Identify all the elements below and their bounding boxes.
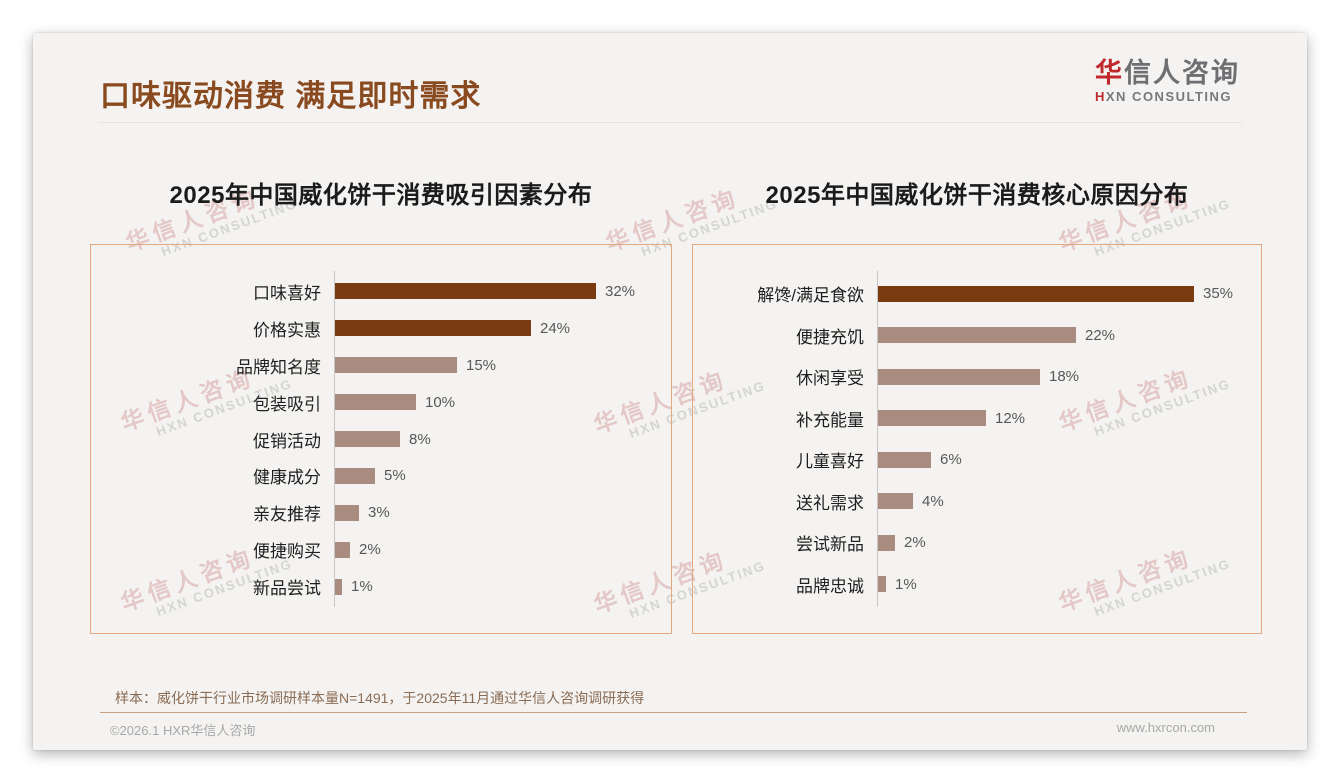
header-divider [98, 122, 1242, 123]
value-label: 2% [359, 541, 381, 559]
company-logo: 华信人咨询 HXN CONSULTING [1095, 58, 1240, 104]
bar-row: 解馋/满足食欲 35% [692, 273, 1252, 315]
logo-chinese-text: 华信人咨询 [1095, 58, 1240, 88]
bar-row: 送礼需求 4% [692, 481, 1252, 523]
bar-row: 品牌知名度 15% [90, 347, 662, 384]
category-label: 健康成分 [253, 468, 321, 488]
bar [877, 327, 1076, 344]
value-label: 4% [922, 492, 944, 510]
chart-title: 2025年中国威化饼干消费核心原因分布 [765, 182, 1189, 209]
slide-card: 口味驱动消费 满足即时需求 华信人咨询 HXN CONSULTING 华信人咨询… [33, 33, 1307, 750]
bar [334, 578, 342, 595]
bar-row: 健康成分 5% [90, 457, 662, 494]
category-label: 便捷购买 [253, 542, 321, 562]
category-label: 价格实惠 [253, 320, 321, 340]
category-label: 口味喜好 [253, 283, 321, 303]
axis-line [334, 271, 335, 607]
chart-core-reasons: 2025年中国威化饼干消费核心原因分布 解馋/满足食欲 35% 便捷充饥 22% 休闲享… [692, 182, 1262, 634]
bar [877, 285, 1194, 302]
logo-english-text: HXN CONSULTING [1095, 88, 1233, 104]
category-label: 补充能量 [796, 410, 864, 430]
bar [334, 394, 416, 411]
bar [877, 410, 986, 427]
category-label: 促销活动 [253, 431, 321, 451]
category-label: 新品尝试 [253, 579, 321, 599]
page-title: 口味驱动消费 满足即时需求 [100, 80, 482, 113]
category-label: 品牌忠诚 [796, 576, 864, 596]
value-label: 10% [425, 393, 456, 411]
chart-title: 2025年中国威化饼干消费吸引因素分布 [169, 182, 593, 209]
bar [877, 368, 1040, 385]
bar-row: 新品尝试 1% [90, 568, 662, 605]
bar-row: 口味喜好 32% [90, 273, 662, 310]
sample-footnote: 样本：威化饼干行业市场调研样本量N=1491，于2025年11月通过华信人咨询调… [115, 690, 645, 706]
category-label: 休闲享受 [796, 369, 864, 389]
value-label: 22% [1085, 326, 1116, 344]
value-label: 8% [409, 430, 431, 448]
bar [334, 320, 531, 337]
value-label: 18% [1049, 368, 1080, 386]
bar-row: 补充能量 12% [692, 398, 1252, 440]
axis-line [877, 271, 878, 607]
copyright-text: ©2026.1 HXR华信人咨询 [110, 723, 256, 738]
bar-row: 儿童喜好 6% [692, 439, 1252, 481]
bar-row: 亲友推荐 3% [90, 494, 662, 531]
bar [877, 534, 895, 551]
category-label: 包装吸引 [253, 394, 321, 414]
bar-row: 价格实惠 24% [90, 310, 662, 347]
bar-row: 休闲享受 18% [692, 356, 1252, 398]
value-label: 5% [384, 467, 406, 485]
bar [877, 451, 931, 468]
category-label: 品牌知名度 [236, 357, 321, 377]
value-label: 3% [368, 504, 390, 522]
value-label: 6% [940, 451, 962, 469]
bar [334, 283, 596, 300]
bar [877, 576, 886, 593]
category-label: 亲友推荐 [253, 505, 321, 525]
bar [334, 431, 400, 447]
chart-panel-border [692, 244, 1262, 634]
value-label: 12% [995, 409, 1026, 427]
bar [334, 504, 359, 521]
chart-body: 解馋/满足食欲 35% 便捷充饥 22% 休闲享受 18% 补充能量 12% 儿童喜好 6% 送礼需… [692, 271, 1252, 607]
category-label: 儿童喜好 [796, 452, 864, 472]
value-label: 1% [351, 578, 373, 596]
chart-body: 口味喜好 32% 价格实惠 24% 品牌知名度 15% 包装吸引 10% 促销活动 8% 健康成分 5… [90, 271, 662, 607]
bar [877, 493, 913, 510]
website-url: www.hxrcon.com [1116, 720, 1215, 735]
value-label: 2% [904, 534, 926, 552]
bar-row: 品牌忠诚 1% [692, 564, 1252, 606]
value-label: 1% [895, 575, 917, 593]
value-label: 24% [540, 319, 571, 337]
value-label: 15% [466, 356, 497, 374]
bar-row: 促销活动 8% [90, 421, 662, 458]
value-label: 35% [1203, 285, 1234, 303]
bar-row: 便捷购买 2% [90, 531, 662, 568]
category-label: 送礼需求 [796, 493, 864, 513]
bar [334, 357, 457, 374]
chart-attraction-factors: 2025年中国威化饼干消费吸引因素分布 口味喜好 32% 价格实惠 24% 品牌知名度 1… [90, 182, 672, 634]
value-label: 32% [605, 282, 636, 300]
category-label: 尝试新品 [796, 535, 864, 555]
bar-row: 便捷充饥 22% [692, 315, 1252, 357]
footer-divider [100, 712, 1247, 713]
bar-row: 包装吸引 10% [90, 384, 662, 421]
bar-row: 尝试新品 2% [692, 522, 1252, 564]
bar [334, 467, 375, 484]
category-label: 解馋/满足食欲 [757, 286, 864, 306]
category-label: 便捷充饥 [796, 327, 864, 347]
bar [334, 541, 350, 558]
chart-panel-border [90, 244, 672, 634]
